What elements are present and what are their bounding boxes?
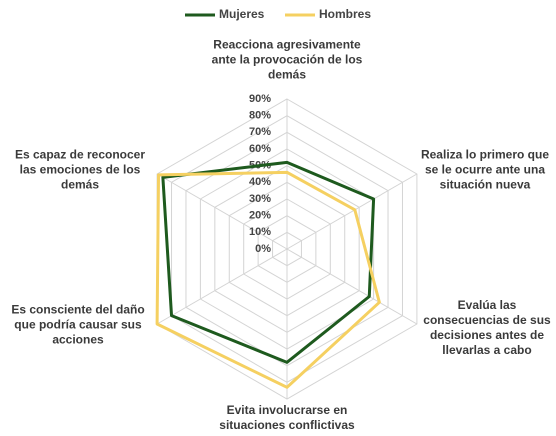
tick-label: 20% bbox=[249, 210, 271, 222]
category-label: Realiza lo primero que se le ocurre ante… bbox=[420, 147, 550, 192]
category-label: Evalúa las consecuencias de sus decision… bbox=[423, 298, 551, 357]
spoke bbox=[286, 248, 418, 325]
tick-label: 90% bbox=[249, 93, 271, 105]
series-line bbox=[155, 170, 381, 389]
legend-label: Hombres bbox=[319, 7, 371, 21]
spoke bbox=[286, 173, 418, 250]
tick-label: 30% bbox=[249, 193, 271, 205]
tick-label: 60% bbox=[249, 143, 271, 155]
category-label: Es capaz de reconocer las emociones de l… bbox=[14, 147, 146, 192]
tick-label: 0% bbox=[255, 243, 271, 255]
series-line bbox=[161, 160, 376, 364]
category-label: Es consciente del daño que podría causar… bbox=[11, 302, 145, 347]
category-label: Reacciona agresivamente ante la provocac… bbox=[211, 37, 363, 82]
tick-label: 40% bbox=[249, 176, 271, 188]
spoke bbox=[156, 248, 288, 325]
category-label: Evita involucrarse en situaciones confli… bbox=[219, 403, 355, 432]
tick-label: 10% bbox=[249, 226, 271, 238]
tick-label: 70% bbox=[249, 126, 271, 138]
spoke bbox=[156, 173, 288, 250]
legend-label: Mujeres bbox=[219, 7, 265, 21]
tick-label: 80% bbox=[249, 110, 271, 122]
